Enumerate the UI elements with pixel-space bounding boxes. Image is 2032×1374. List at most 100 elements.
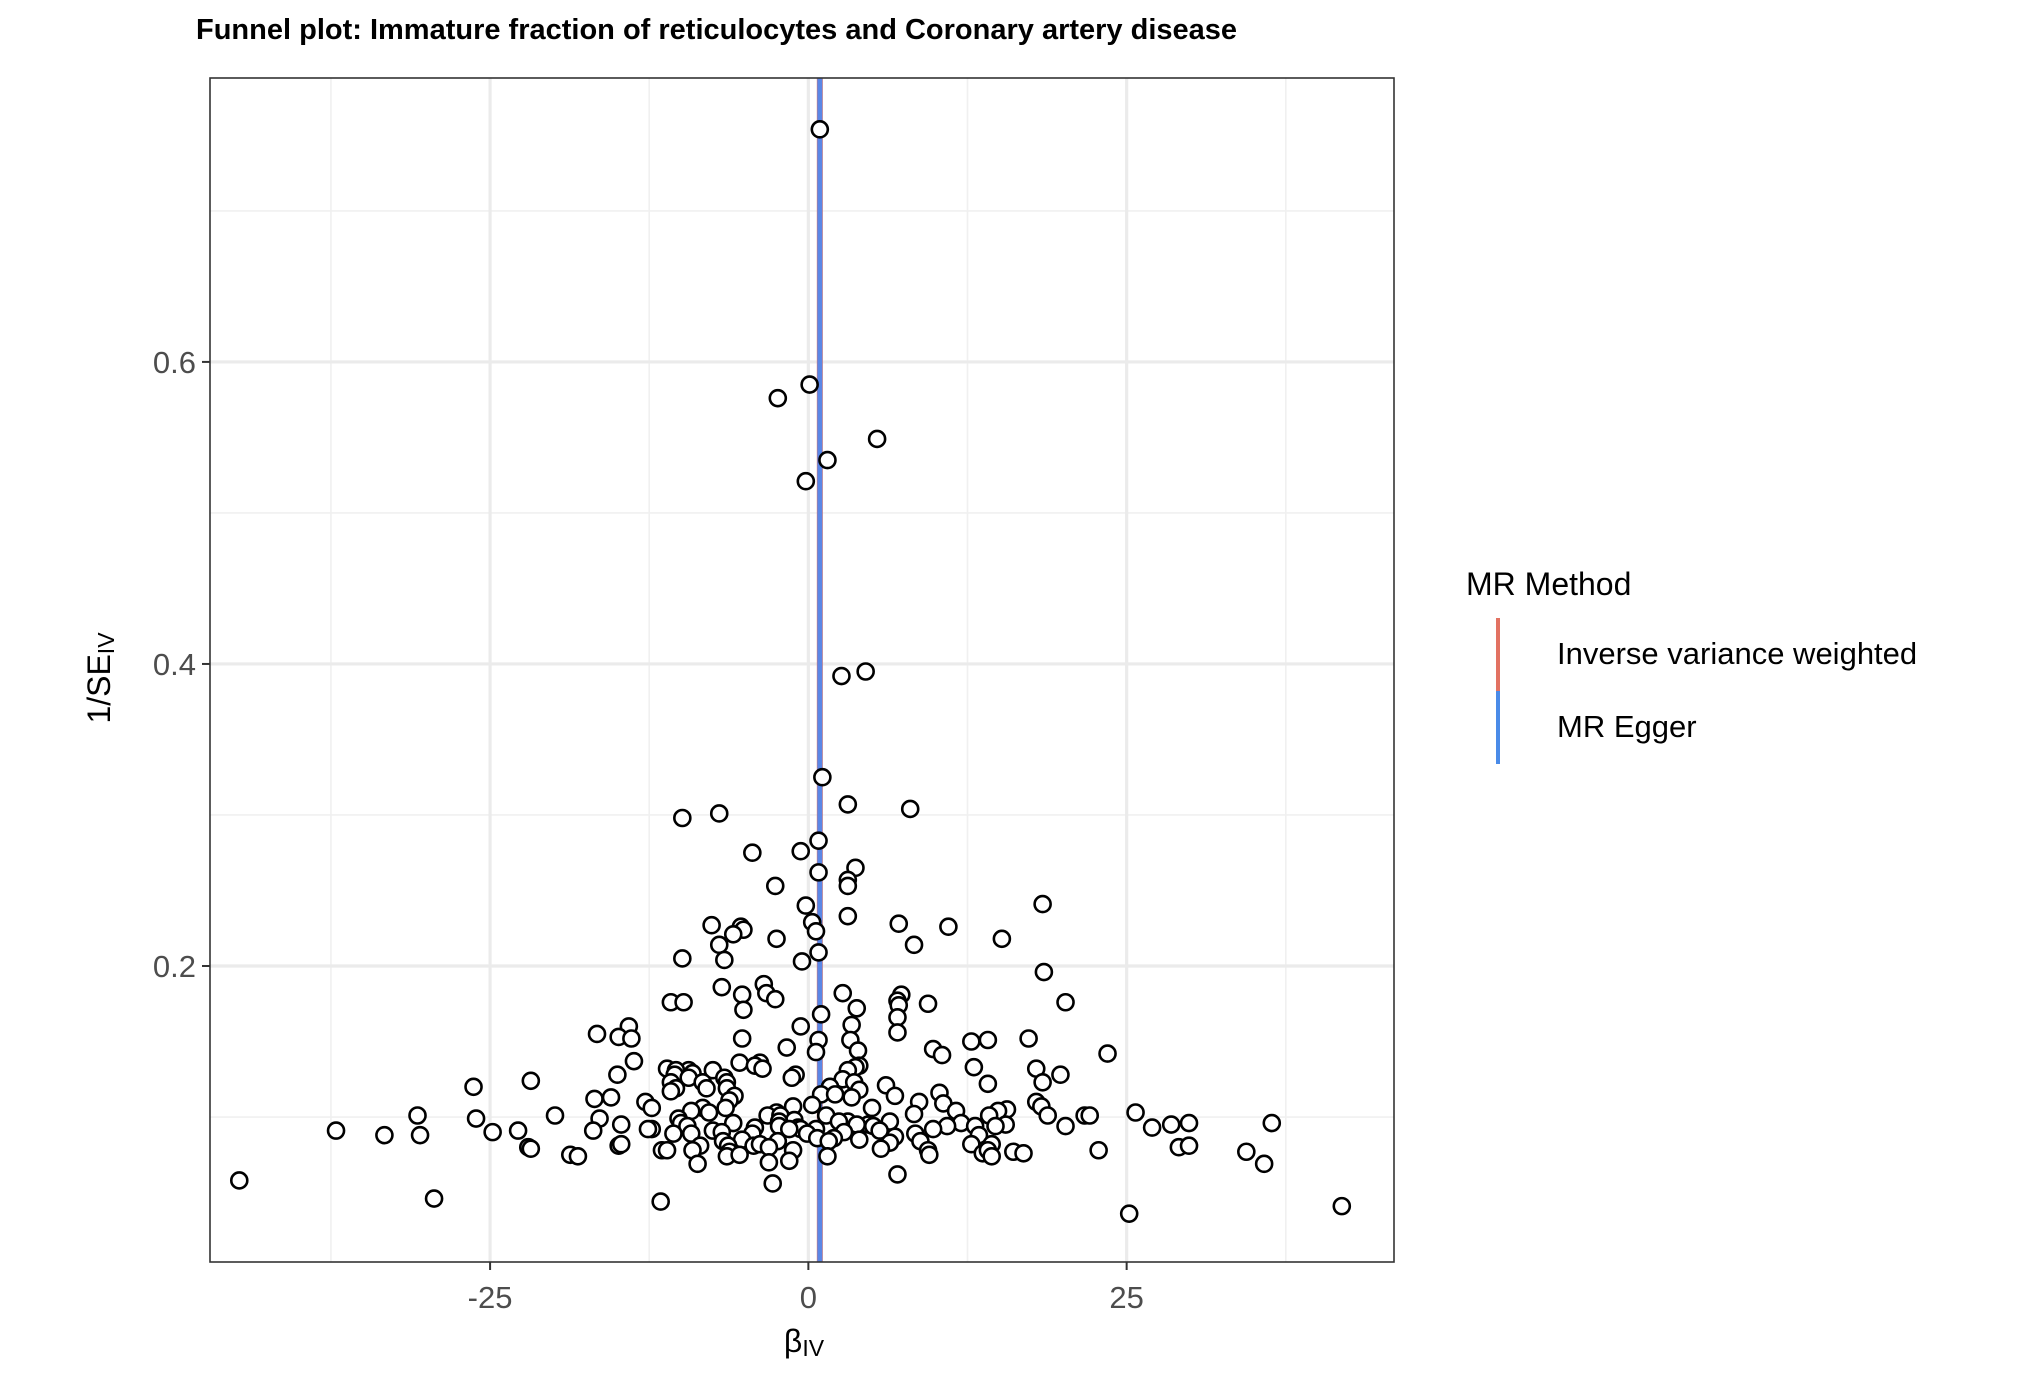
- data-point: [1038, 1106, 1058, 1125]
- data-point: [982, 1146, 1001, 1166]
- data-point: [768, 388, 788, 408]
- data-point: [608, 1065, 627, 1085]
- data-point: [888, 1023, 907, 1042]
- data-point: [587, 1024, 607, 1044]
- data-point: [992, 929, 1012, 949]
- data-point: [819, 1131, 839, 1151]
- data-point: [796, 896, 816, 915]
- data-point: [978, 1030, 998, 1050]
- data-point: [796, 471, 816, 491]
- data-point: [743, 843, 762, 863]
- data-point: [730, 1145, 749, 1165]
- y-axis-title-sub: IV: [93, 632, 119, 654]
- data-point: [825, 1085, 845, 1104]
- data-point: [661, 1082, 681, 1101]
- data-point: [674, 992, 693, 1012]
- data-point: [734, 1000, 753, 1020]
- data-point: [624, 1051, 644, 1071]
- legend-label-mr-egger: MR Egger: [1557, 709, 1697, 744]
- data-point: [585, 1089, 604, 1109]
- legend: MR Method Inverse variance weighted MR E…: [1466, 566, 1917, 764]
- data-point: [964, 1057, 984, 1077]
- data-point: [709, 935, 729, 955]
- data-point: [767, 929, 786, 949]
- data-point: [1014, 1143, 1033, 1163]
- data-point: [1161, 1115, 1181, 1134]
- y-tick-label: 0.2: [153, 949, 196, 984]
- data-point: [1179, 1136, 1199, 1156]
- data-point: [715, 950, 734, 970]
- data-point: [697, 1079, 716, 1098]
- data-point: [326, 1121, 346, 1140]
- data-point: [900, 799, 920, 819]
- data-point: [424, 1189, 444, 1208]
- data-point: [1119, 1204, 1139, 1223]
- data-point: [622, 1029, 641, 1048]
- panel-border: [209, 77, 1395, 1263]
- legend-item-mr-egger: MR Egger: [1466, 691, 1697, 764]
- data-point: [1254, 1154, 1274, 1174]
- data-point: [1056, 1116, 1075, 1136]
- data-point: [1056, 992, 1075, 1012]
- data-point: [1179, 1113, 1199, 1133]
- y-axis-title-main: 1/SE: [81, 654, 117, 723]
- chart-title: Funnel plot: Immature fraction of reticu…: [196, 14, 1238, 46]
- data-point: [842, 1015, 861, 1035]
- data-point: [1126, 1103, 1145, 1122]
- data-point: [838, 795, 858, 814]
- data-point: [732, 1029, 752, 1048]
- data-point: [765, 876, 785, 896]
- data-point: [699, 1103, 719, 1122]
- data-point: [888, 1008, 907, 1027]
- data-point: [730, 1053, 749, 1072]
- data-point: [673, 808, 692, 828]
- data-point: [791, 841, 811, 861]
- data-point: [1332, 1196, 1352, 1216]
- data-point: [545, 1106, 565, 1125]
- data-point: [833, 983, 853, 1003]
- data-point: [1034, 962, 1054, 982]
- data-point: [800, 375, 819, 394]
- data-point: [849, 1130, 869, 1149]
- data-point: [664, 1124, 683, 1143]
- data-point: [375, 1125, 394, 1145]
- data-point: [838, 906, 858, 926]
- data-point: [408, 1106, 427, 1125]
- data-point: [568, 1146, 588, 1166]
- data-point: [932, 1045, 952, 1065]
- data-point: [611, 1134, 631, 1154]
- data-point: [1262, 1113, 1282, 1133]
- data-point: [1080, 1106, 1100, 1125]
- data-point: [601, 1088, 621, 1107]
- data-point: [638, 1119, 658, 1139]
- grid-major: [210, 78, 1394, 1262]
- axes: -25 0 25 0.2 0.4 0.6: [153, 345, 1144, 1315]
- data-point: [923, 1119, 943, 1139]
- data-point: [918, 994, 938, 1014]
- legend-item-ivw: Inverse variance weighted: [1466, 618, 1917, 691]
- data-point: [978, 1074, 998, 1094]
- data-point: [802, 1095, 822, 1115]
- data-point: [583, 1121, 603, 1140]
- data-point: [867, 429, 887, 449]
- x-tick-label: 0: [800, 1280, 817, 1315]
- data-point: [1142, 1118, 1162, 1137]
- data-point: [1019, 1029, 1038, 1048]
- data-point: [521, 1071, 541, 1091]
- data-point: [832, 666, 851, 686]
- data-point: [508, 1121, 528, 1140]
- data-point: [792, 952, 812, 971]
- data-point: [651, 1192, 670, 1211]
- data-point: [986, 1116, 1005, 1136]
- data-point: [759, 1137, 779, 1157]
- data-point: [870, 1121, 889, 1140]
- data-point: [712, 977, 732, 997]
- data-point: [809, 831, 828, 850]
- data-point: [611, 1115, 631, 1134]
- x-tick-label: 25: [1109, 1280, 1143, 1315]
- data-point: [782, 1068, 802, 1088]
- data-points: [229, 120, 1352, 1223]
- data-point: [732, 985, 752, 1004]
- data-point: [759, 1153, 779, 1172]
- legend-title: MR Method: [1466, 566, 1632, 602]
